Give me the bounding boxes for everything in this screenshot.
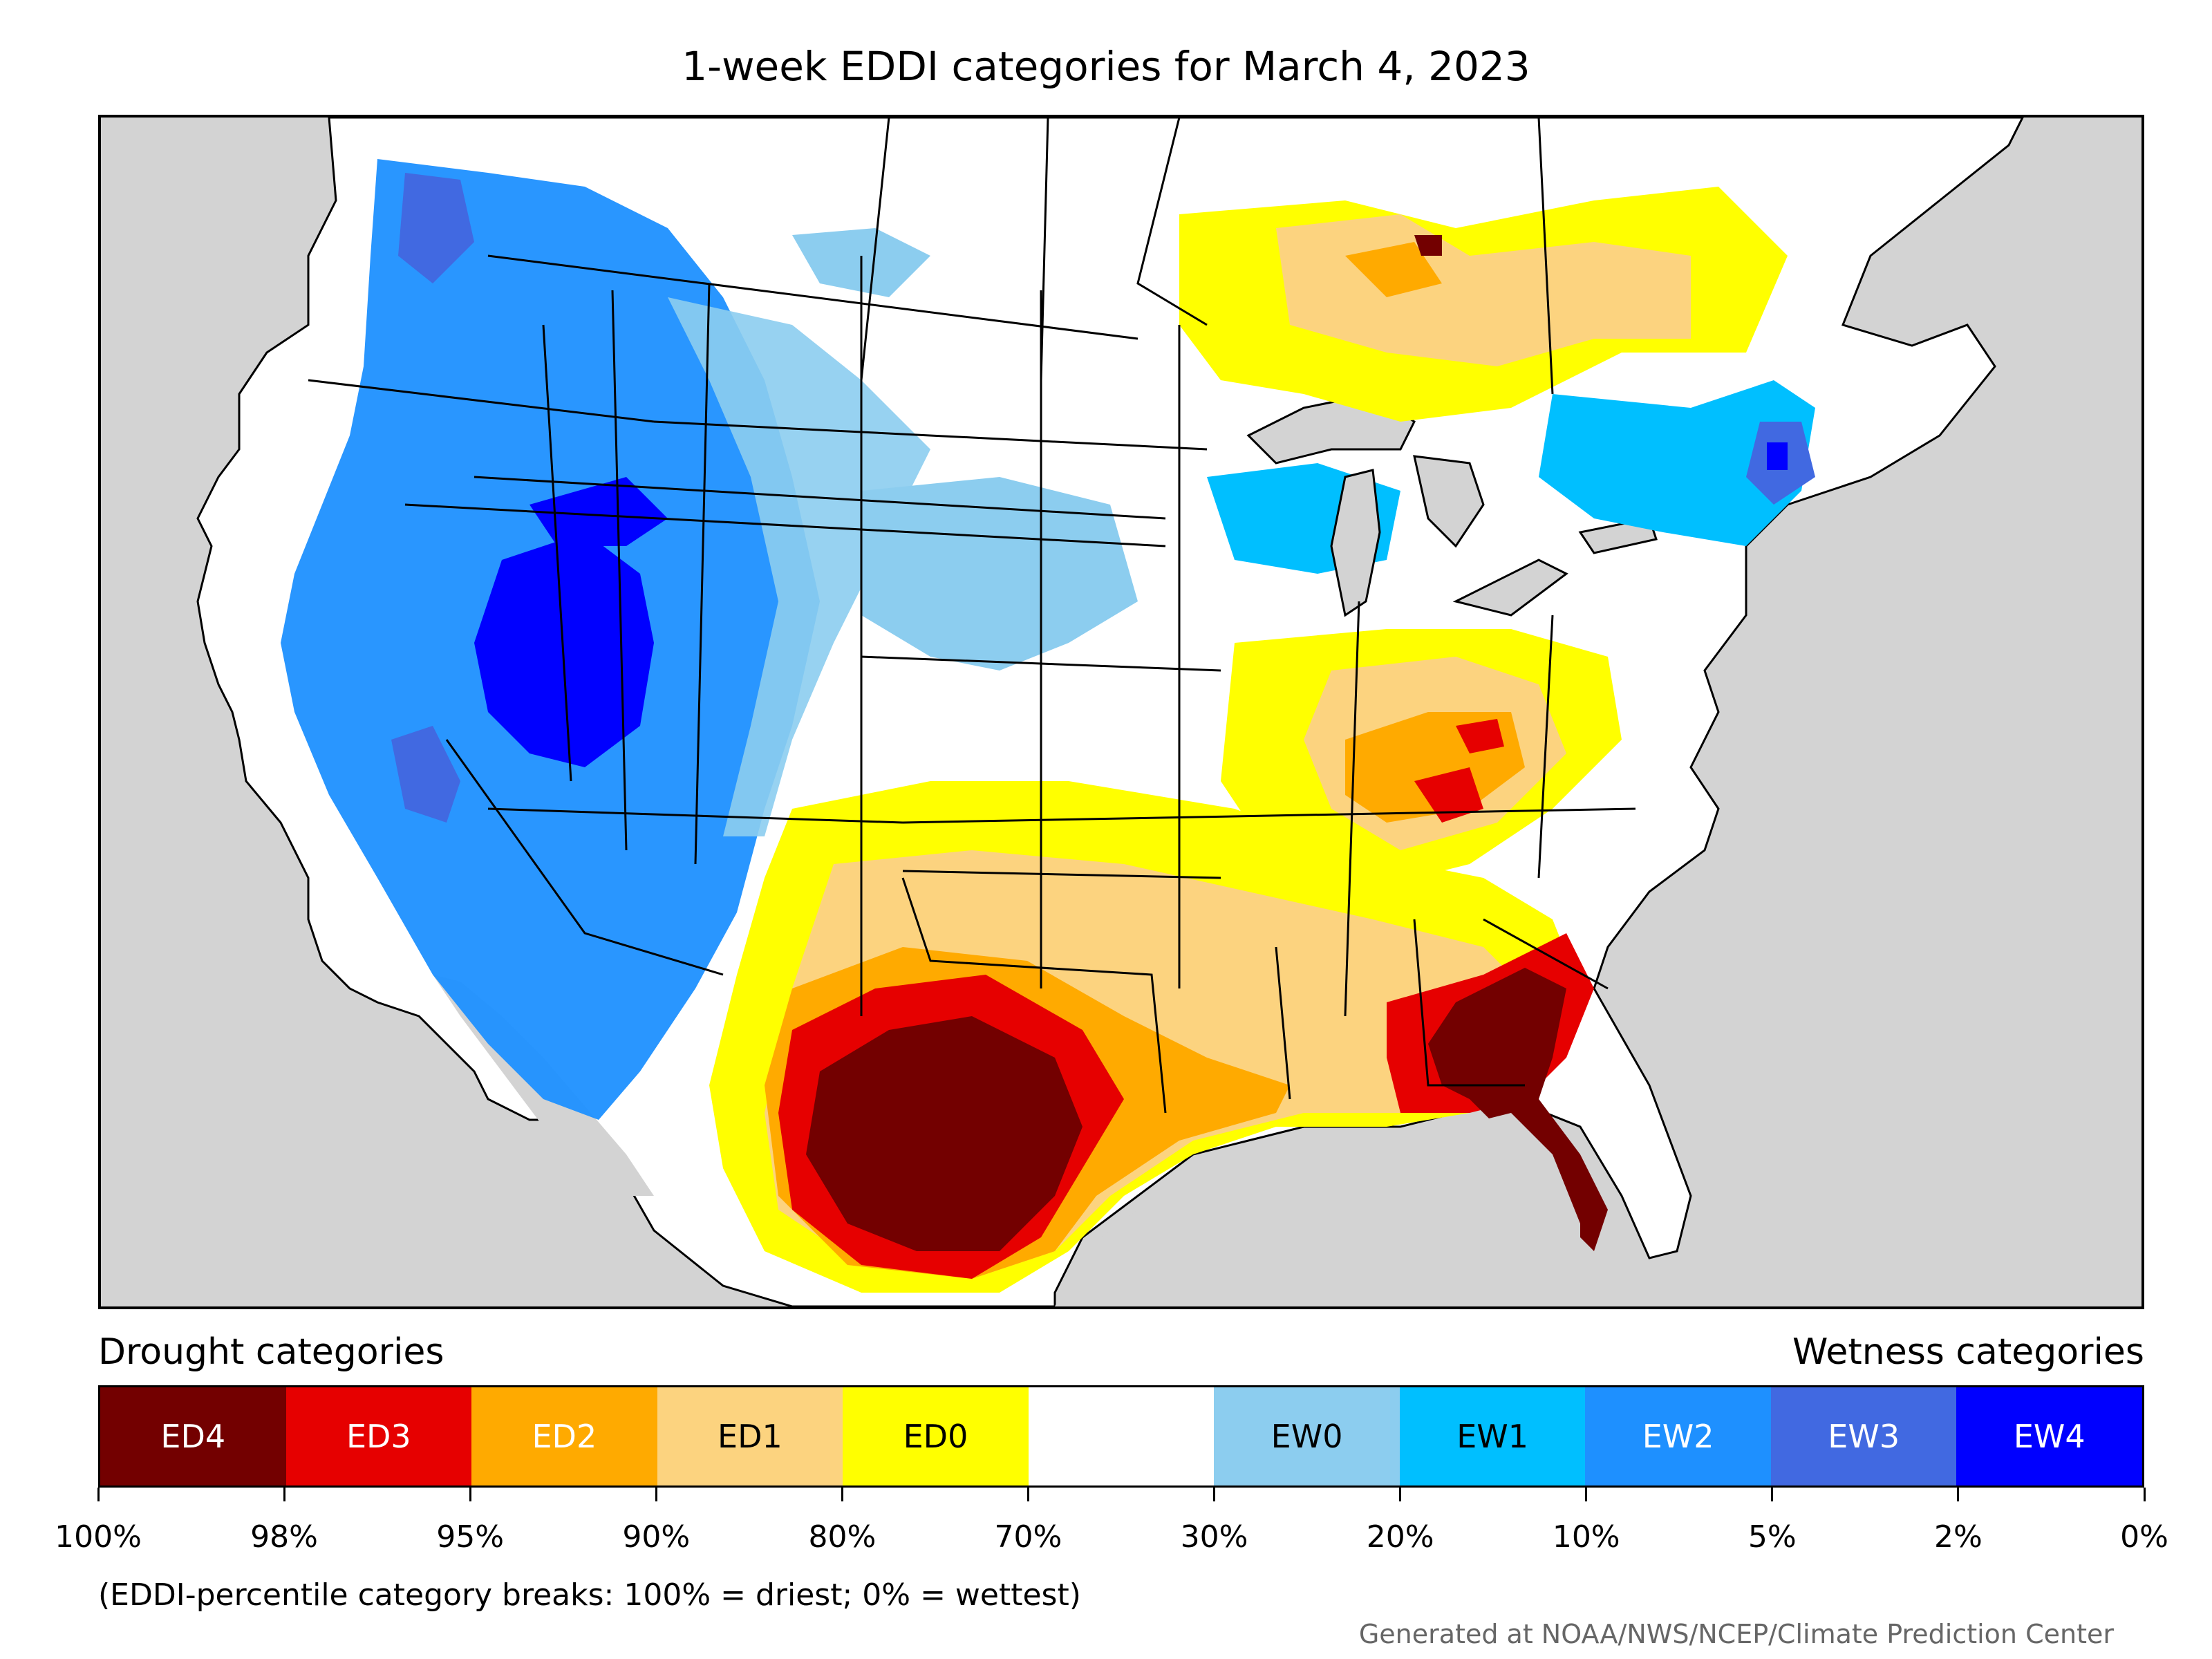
colorbar-tick-label: 20% [1366, 1519, 1434, 1555]
colorbar-tick-label: 2% [1934, 1519, 1983, 1555]
dry-region-canada-ed4 [1414, 235, 1442, 256]
colorbar-tick [1027, 1488, 1029, 1501]
category-breaks-footnote: (EDDI-percentile category breaks: 100% =… [98, 1577, 1081, 1613]
colorbar-cell-ew4: EW4 [1956, 1387, 2143, 1485]
colorbar-ticks [97, 1488, 2146, 1501]
wet-region-wa-ew3 [398, 173, 474, 283]
colorbar-cell-ew3: EW3 [1770, 1387, 1957, 1485]
gulf-of-mexico [1055, 1113, 1580, 1306]
colorbar-tick [1957, 1488, 1960, 1501]
category-colorbar: ED4 ED3 ED2 ED1 ED0 EW0 EW1 EW2 EW3 EW4 [98, 1385, 2144, 1488]
drought-categories-heading: Drought categories [98, 1331, 444, 1373]
colorbar-cell-ew1: EW1 [1399, 1387, 1586, 1485]
colorbar-tick [283, 1488, 285, 1501]
wet-region-great-basin-ew4 [474, 532, 654, 767]
colorbar-tick [97, 1488, 100, 1501]
wet-region-ca-ew3 [391, 726, 460, 823]
dry-region-canada-ed2 [1345, 242, 1442, 297]
lake-huron [1413, 455, 1485, 548]
wet-region-dakotas-ew0 [861, 477, 1138, 671]
dry-region-texas-ed4 [806, 1016, 1082, 1251]
wet-region-idaho-ew4 [529, 477, 668, 546]
colorbar-cell-ed1: ED1 [657, 1387, 843, 1485]
eddi-map [101, 118, 2141, 1306]
colorbar-tick [1585, 1488, 1588, 1501]
colorbar-tick-label: 70% [994, 1519, 1062, 1555]
dry-region-ohio-ed3 [1456, 719, 1504, 753]
colorbar-tick-label: 100% [55, 1519, 142, 1555]
colorbar-tick [2143, 1488, 2146, 1501]
colorbar-tick-label: 90% [622, 1519, 691, 1555]
colorbar-tick-label: 0% [2120, 1519, 2168, 1555]
colorbar-cell-ew2: EW2 [1585, 1387, 1771, 1485]
lake-erie [1452, 559, 1568, 617]
map-panel [98, 115, 2144, 1309]
map-title: 1-week EDDI categories for March 4, 2023 [682, 43, 1530, 90]
wet-region-maine-ew4 [1767, 442, 1788, 470]
colorbar-tick [841, 1488, 843, 1501]
colorbar-tick-label: 98% [250, 1519, 318, 1555]
colorbar-tick-label: 10% [1552, 1519, 1620, 1555]
credit-line: Generated at NOAA/NWS/NCEP/Climate Predi… [1358, 1619, 2114, 1649]
colorbar-cell-ed0: ED0 [843, 1387, 1029, 1485]
dry-region-kentucky-ed3 [1414, 767, 1483, 823]
colorbar-tick-label: 30% [1180, 1519, 1248, 1555]
colorbar-tick [655, 1488, 657, 1501]
colorbar-cell-normal [1028, 1387, 1215, 1485]
colorbar-tick [1213, 1488, 1216, 1501]
colorbar-tick-label: 80% [808, 1519, 877, 1555]
colorbar-tick [469, 1488, 471, 1501]
wetness-categories-heading: Wetness categories [1792, 1331, 2144, 1373]
colorbar-cell-ed4: ED4 [100, 1387, 286, 1485]
colorbar-tick [1399, 1488, 1402, 1501]
colorbar-tick-label: 5% [1747, 1519, 1797, 1555]
colorbar-cell-ed2: ED2 [471, 1387, 657, 1485]
lake-michigan [1330, 469, 1381, 617]
colorbar-tick [1771, 1488, 1774, 1501]
wet-region-northeast-ew1 [1539, 380, 1815, 546]
colorbar-tick-label: 95% [436, 1519, 505, 1555]
colorbar-cell-ed3: ED3 [285, 1387, 472, 1485]
state-boundaries [308, 118, 1636, 1114]
colorbar-cell-ew0: EW0 [1214, 1387, 1400, 1485]
